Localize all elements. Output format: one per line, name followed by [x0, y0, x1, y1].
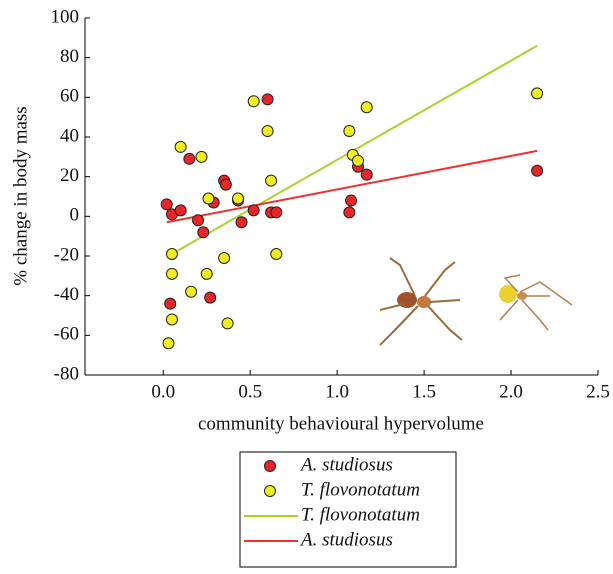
data-point — [346, 195, 357, 206]
data-point — [186, 286, 197, 297]
data-point — [248, 205, 259, 216]
data-point — [361, 102, 372, 113]
legend-label: T. flovonotatum — [301, 504, 420, 525]
x-tick-label: 2.5 — [586, 381, 610, 402]
y-tick-label: 100 — [51, 6, 80, 27]
data-point — [166, 314, 177, 325]
data-point — [175, 141, 186, 152]
y-tick-label: 20 — [60, 165, 79, 186]
data-point — [344, 207, 355, 218]
x-tick-label: 1.0 — [325, 381, 349, 402]
legend-marker — [265, 461, 276, 472]
legend-label: A. studiosus — [299, 454, 393, 475]
data-point — [344, 126, 355, 137]
y-tick-label: 60 — [60, 86, 79, 107]
data-point — [262, 126, 273, 137]
data-point — [361, 169, 372, 180]
y-tick-label: -40 — [54, 284, 79, 305]
data-point — [166, 249, 177, 260]
data-point — [196, 151, 207, 162]
data-point — [236, 217, 247, 228]
x-tick-label: 0.5 — [238, 381, 262, 402]
data-point — [161, 199, 172, 210]
legend-marker — [265, 486, 276, 497]
spider-illustration — [380, 258, 462, 345]
data-point — [532, 165, 543, 176]
data-point — [175, 205, 186, 216]
legend-label: T. flovonotatum — [301, 479, 420, 500]
data-point — [165, 298, 176, 309]
data-point — [184, 153, 195, 164]
x-tick-label: 2.0 — [499, 381, 523, 402]
data-point — [203, 193, 214, 204]
y-tick-label: 0 — [70, 205, 80, 226]
spider-illustration — [499, 275, 572, 330]
data-point — [271, 207, 282, 218]
x-axis-label: community behavioural hypervolume — [198, 413, 484, 434]
data-point — [266, 175, 277, 186]
y-tick-label: -80 — [54, 363, 79, 384]
y-tick-label: -20 — [54, 244, 79, 265]
y-tick-label: 80 — [60, 46, 79, 67]
data-point — [219, 252, 230, 263]
y-tick-label: -60 — [54, 324, 79, 345]
data-point — [205, 292, 216, 303]
data-point — [166, 268, 177, 279]
data-point — [193, 215, 204, 226]
data-point — [271, 249, 282, 260]
x-tick-label: 1.5 — [412, 381, 436, 402]
data-point — [248, 96, 259, 107]
chart: % change in body mass community behaviou… — [0, 0, 613, 569]
data-point — [353, 155, 364, 166]
data-point — [201, 268, 212, 279]
x-tick-label: 0.0 — [151, 381, 175, 402]
legend-label: A. studiosus — [299, 529, 393, 550]
data-point — [233, 193, 244, 204]
y-axis-label: % change in body mass — [10, 106, 31, 285]
y-tick-label: 40 — [60, 125, 79, 146]
data-point — [163, 338, 174, 349]
data-point — [532, 88, 543, 99]
data-point — [222, 318, 233, 329]
data-point — [262, 94, 273, 105]
data-point — [220, 179, 231, 190]
data-point — [198, 227, 209, 238]
